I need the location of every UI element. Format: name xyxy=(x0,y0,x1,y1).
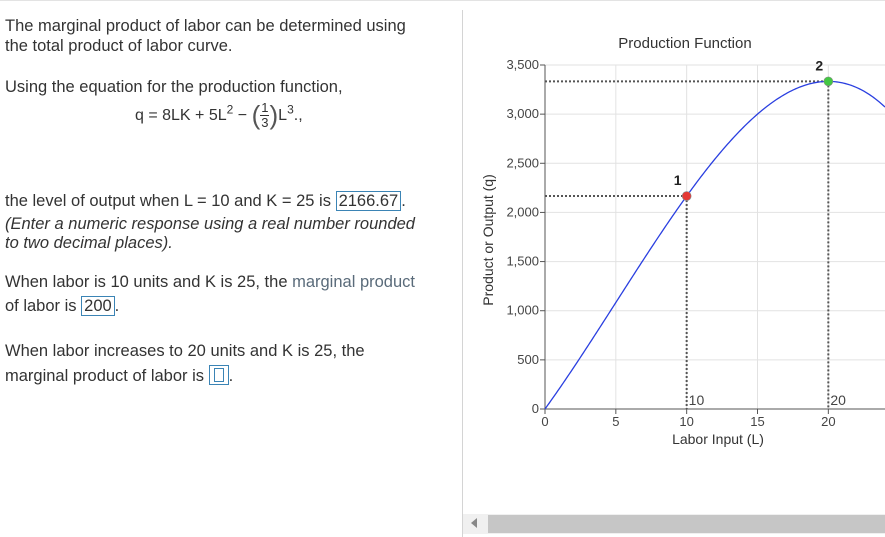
x-tick-label: 20 xyxy=(821,414,835,429)
mpl20-text: marginal product of labor is xyxy=(5,367,205,385)
y-tick-label: 0 xyxy=(532,401,539,416)
y-tick-label: 1,500 xyxy=(506,254,539,269)
mpl10-text: When labor is 10 units and K is 25, the xyxy=(5,273,288,291)
eq-trail: ., xyxy=(293,107,303,124)
y-axis-label: Product or Output (q) xyxy=(480,174,496,306)
intro-line-2: the total product of labor curve. xyxy=(5,37,233,55)
mpl10-text-2: of labor is xyxy=(5,297,77,315)
y-tick-label: 2,500 xyxy=(506,155,539,170)
x-tick-label: 0 xyxy=(541,414,548,429)
level-question: the level of output when L = 10 and K = … xyxy=(5,191,406,211)
level-text: the level of output when L = 10 and K = … xyxy=(5,192,331,210)
y-tick-label: 500 xyxy=(517,352,539,367)
period-3: . xyxy=(228,367,234,385)
eq-minus: − xyxy=(237,107,248,124)
x-tick-label: 10 xyxy=(679,414,693,429)
data-point xyxy=(681,191,692,201)
scroll-left-arrow-icon[interactable] xyxy=(471,518,477,528)
x-tick-label: 15 xyxy=(750,414,764,429)
chart-title: Production Function xyxy=(618,35,751,52)
mpl20-answer-input[interactable] xyxy=(208,365,229,385)
eq-frac-num: 1 xyxy=(260,100,270,117)
period-2: . xyxy=(114,297,120,315)
panel-divider xyxy=(462,10,463,537)
mpl20-line-1: When labor increases to 20 units and K i… xyxy=(5,342,365,360)
top-border xyxy=(0,0,885,1)
eq-frac-den: 3 xyxy=(261,115,269,131)
production-function-chart[interactable]: Production Function Labor Input (L) Prod… xyxy=(463,0,885,514)
period: . xyxy=(401,192,406,210)
point-label: 2 xyxy=(815,57,823,73)
scrollbar-thumb[interactable] xyxy=(488,515,885,533)
eq-exp3: 3 xyxy=(287,102,294,117)
mpl10-line-2: of labor is 200. xyxy=(5,296,119,316)
x-axis-label: Labor Input (L) xyxy=(672,431,764,447)
mpl20-line-2: marginal product of labor is . xyxy=(5,365,233,386)
eq-exp2: 2 xyxy=(226,102,234,117)
mpl10-answer-box[interactable]: 200 xyxy=(81,296,115,316)
data-point xyxy=(823,76,834,87)
eq-cube-var: L xyxy=(278,107,288,124)
point-label: 1 xyxy=(674,172,682,188)
x-tick-label: 5 xyxy=(612,414,619,429)
enter-instruction-1: (Enter a numeric response using a real n… xyxy=(5,215,415,233)
y-tick-label: 1,000 xyxy=(506,303,539,318)
guide-value-label: 10 xyxy=(689,392,705,408)
using-equation-text: Using the equation for the production fu… xyxy=(5,78,343,96)
enter-instruction-2: to two decimal places). xyxy=(5,234,173,252)
eq-right-paren: ) xyxy=(269,100,279,130)
eq-lhs: q = 8LK + 5L xyxy=(135,107,227,124)
y-tick-label: 3,500 xyxy=(506,57,539,72)
eq-left-paren: ( xyxy=(251,100,261,130)
production-equation: q = 8LK + 5L2 − (1 3)L3., xyxy=(135,100,303,131)
level-answer-box[interactable]: 2166.67 xyxy=(335,191,402,211)
mpl10-line-1: When labor is 10 units and K is 25, the … xyxy=(5,272,415,292)
y-tick-label: 2,000 xyxy=(506,204,539,219)
intro-line-1: The marginal product of labor can be det… xyxy=(5,17,406,35)
y-tick-label: 3,000 xyxy=(506,106,539,121)
marginal-product-term: marginal product xyxy=(292,273,415,291)
guide-value-label: 20 xyxy=(830,392,846,408)
